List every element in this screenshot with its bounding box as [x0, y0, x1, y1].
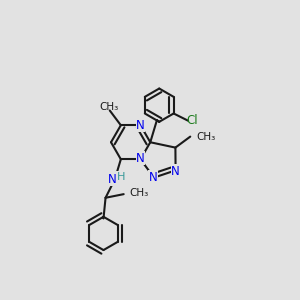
Text: N: N: [171, 165, 180, 178]
Text: Cl: Cl: [186, 114, 198, 127]
Text: CH₃: CH₃: [130, 188, 149, 198]
Text: N: N: [136, 119, 145, 132]
Text: N: N: [136, 152, 145, 165]
Text: CH₃: CH₃: [99, 102, 118, 112]
Text: N: N: [108, 173, 116, 186]
Text: H: H: [116, 172, 125, 182]
Text: CH₃: CH₃: [196, 132, 215, 142]
Text: N: N: [148, 171, 157, 184]
